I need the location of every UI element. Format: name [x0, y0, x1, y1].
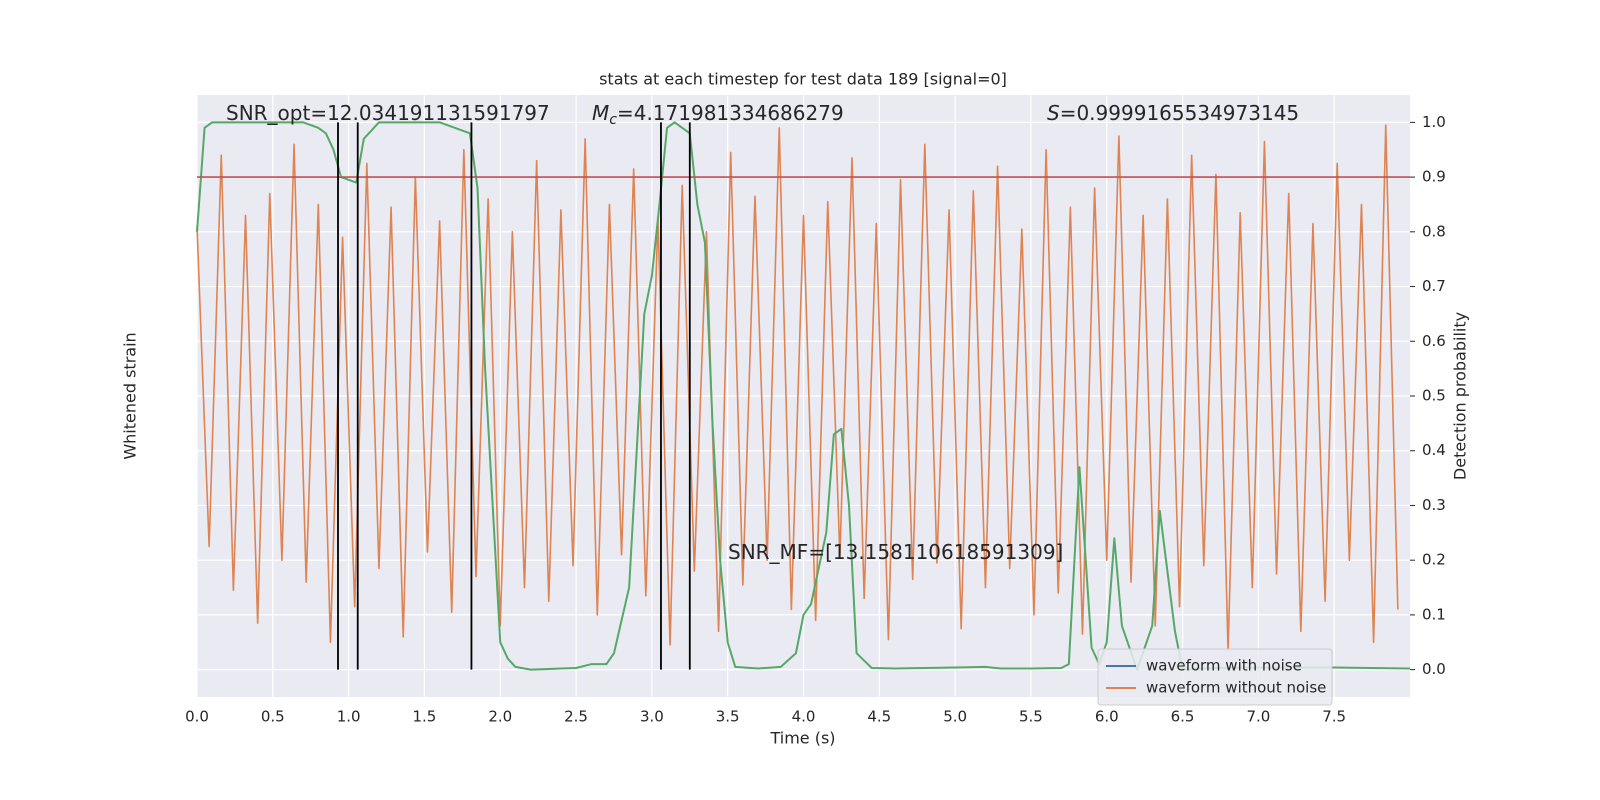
x-tick-label: 3.0 — [640, 708, 664, 726]
x-tick-label: 7.0 — [1246, 708, 1270, 726]
y2-tick-label: 0.5 — [1422, 387, 1446, 405]
annotation-text: =4.171981334686279 — [617, 101, 844, 125]
y2-tick-label: 0.9 — [1422, 168, 1446, 186]
series-line — [196, 124, 1399, 652]
x-axis-label: Time (s) — [769, 729, 835, 748]
x-tick-label: 0.5 — [261, 708, 285, 726]
annotation-symbol: S — [1047, 101, 1060, 125]
annotation: Mc=4.171981334686279 — [592, 101, 844, 129]
y2-tick-label: 1.0 — [1422, 113, 1446, 131]
legend-label: waveform without noise — [1146, 679, 1326, 697]
x-tick-label: 3.5 — [716, 708, 740, 726]
annotation-text: =0.9999165534973145 — [1060, 101, 1299, 125]
x-tick-label: 4.5 — [867, 708, 891, 726]
y2-tick-label: 0.1 — [1422, 605, 1446, 623]
x-tick-label: 0.0 — [185, 708, 209, 726]
x-tick-label: 5.5 — [1019, 708, 1043, 726]
y2-tick-label: 0.4 — [1422, 441, 1446, 459]
x-tick-label: 1.0 — [337, 708, 361, 726]
x-tick-label: 2.5 — [564, 708, 588, 726]
annotation-symbol: M — [592, 101, 609, 125]
x-tick-label: 6.5 — [1171, 708, 1195, 726]
annotation: SNR_MF=[13.158110618591309] — [728, 540, 1063, 564]
x-tick-label: 4.0 — [792, 708, 816, 726]
x-tick-label: 2.0 — [488, 708, 512, 726]
annotation: S=0.9999165534973145 — [1047, 101, 1299, 125]
x-tick-label: 1.5 — [413, 708, 437, 726]
y2-tick-label: 0.0 — [1422, 660, 1446, 678]
x-tick-label: 6.0 — [1095, 708, 1119, 726]
legend-box — [1097, 648, 1333, 706]
y2-tick-label: 0.2 — [1422, 551, 1446, 569]
annotation-text: SNR_MF=[13.158110618591309] — [728, 540, 1063, 564]
x-tick-label: 7.5 — [1322, 708, 1346, 726]
y-axis-label: Whitened strain — [121, 332, 140, 459]
x-tick-label: 5.0 — [943, 708, 967, 726]
y2-tick-label: 0.3 — [1422, 496, 1446, 514]
annotation-text: SNR_opt=12.034191131591797 — [226, 101, 550, 125]
y2-tick-label: 0.6 — [1422, 332, 1446, 350]
legend-label: waveform with noise — [1146, 657, 1302, 675]
y2-tick-label: 0.7 — [1422, 277, 1446, 295]
y2-axis-label: Detection probability — [1451, 312, 1470, 480]
series-line — [196, 121, 1411, 671]
y2-tick-label: 0.8 — [1422, 222, 1446, 240]
legend: waveform with noise waveform without nois… — [1097, 648, 1333, 706]
annotation-subscript: c — [609, 112, 617, 128]
annotation: SNR_opt=12.034191131591797 — [226, 101, 550, 125]
chart-title: stats at each timestep for test data 189… — [599, 70, 1007, 89]
